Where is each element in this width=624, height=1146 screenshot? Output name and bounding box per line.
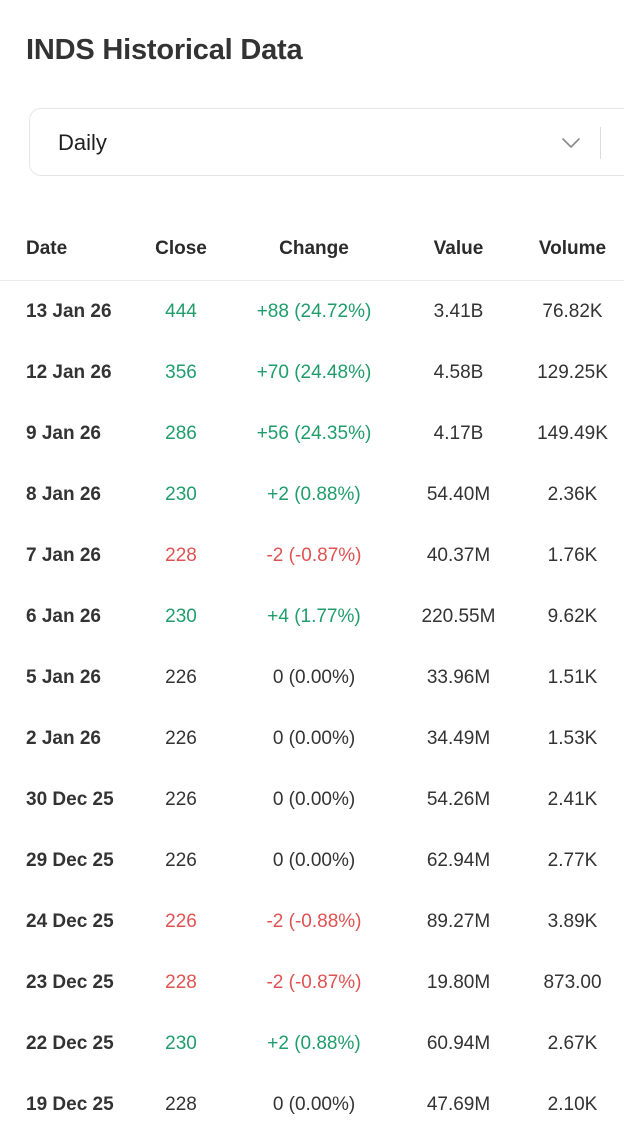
table-row: 2 Jan 26 226 0 (0.00%) 34.49M 1.53K <box>0 708 624 769</box>
cell-change: -2 (-0.87%) <box>266 971 362 993</box>
historical-data-table: Date Close Change Value Volume 13 Jan 26… <box>0 218 624 1135</box>
page-title: INDS Historical Data <box>26 34 303 66</box>
cell-close: 226 <box>165 666 197 688</box>
cell-date: 29 Dec 25 <box>26 849 114 871</box>
table-row: 29 Dec 25 226 0 (0.00%) 62.94M 2.77K <box>0 830 624 891</box>
cell-change: 0 (0.00%) <box>272 849 356 871</box>
chevron-down-icon[interactable] <box>560 132 582 154</box>
cell-value: 60.94M <box>426 1032 491 1054</box>
cell-volume: 149.49K <box>537 422 608 444</box>
cell-change: +88 (24.72%) <box>256 300 372 322</box>
header-date: Date <box>0 218 130 281</box>
cell-date: 8 Jan 26 <box>26 483 101 505</box>
cell-value: 62.94M <box>426 849 491 871</box>
header-volume: Volume <box>521 218 624 281</box>
cell-change: -2 (-0.88%) <box>266 910 362 932</box>
cell-change: +70 (24.48%) <box>256 361 372 383</box>
header-close: Close <box>130 218 232 281</box>
cell-value: 3.41B <box>433 300 484 322</box>
cell-volume: 2.36K <box>547 483 598 505</box>
cell-change: 0 (0.00%) <box>272 788 356 810</box>
cell-value: 4.17B <box>433 422 484 444</box>
cell-date: 30 Dec 25 <box>26 788 114 810</box>
cell-value: 33.96M <box>426 666 491 688</box>
cell-value: 54.40M <box>426 483 491 505</box>
table-row: 5 Jan 26 226 0 (0.00%) 33.96M 1.51K <box>0 647 624 708</box>
cell-value: 40.37M <box>426 544 491 566</box>
cell-value: 4.58B <box>433 361 484 383</box>
cell-date: 19 Dec 25 <box>26 1093 114 1115</box>
cell-close: 226 <box>165 788 197 810</box>
cell-volume: 2.41K <box>547 788 598 810</box>
cell-value: 34.49M <box>426 727 491 749</box>
cell-close: 226 <box>165 910 197 932</box>
table-row: 9 Jan 26 286 +56 (24.35%) 4.17B 149.49K <box>0 403 624 464</box>
cell-volume: 129.25K <box>537 361 608 383</box>
cell-value: 54.26M <box>426 788 491 810</box>
cell-change: +2 (0.88%) <box>267 483 361 505</box>
cell-volume: 1.53K <box>547 727 598 749</box>
cell-volume: 2.10K <box>547 1093 598 1115</box>
cell-close: 286 <box>165 422 197 444</box>
cell-close: 228 <box>165 971 197 993</box>
cell-change: 0 (0.00%) <box>272 727 356 749</box>
cell-close: 444 <box>165 300 197 322</box>
cell-date: 22 Dec 25 <box>26 1032 114 1054</box>
cell-volume: 1.76K <box>547 544 598 566</box>
cell-date: 23 Dec 25 <box>26 971 114 993</box>
cell-volume: 873.00 <box>543 971 602 993</box>
cell-value: 47.69M <box>426 1093 491 1115</box>
cell-close: 356 <box>165 361 197 383</box>
table-row: 8 Jan 26 230 +2 (0.88%) 54.40M 2.36K <box>0 464 624 525</box>
table-row: 24 Dec 25 226 -2 (-0.88%) 89.27M 3.89K <box>0 891 624 952</box>
cell-date: 24 Dec 25 <box>26 910 114 932</box>
table-row: 12 Jan 26 356 +70 (24.48%) 4.58B 129.25K <box>0 342 624 403</box>
cell-close: 230 <box>165 483 197 505</box>
cell-date: 5 Jan 26 <box>26 666 101 688</box>
cell-change: 0 (0.00%) <box>272 666 356 688</box>
cell-value: 19.80M <box>426 971 491 993</box>
cell-volume: 9.62K <box>547 605 598 627</box>
cell-date: 6 Jan 26 <box>26 605 101 627</box>
cell-date: 2 Jan 26 <box>26 727 101 749</box>
cell-change: +4 (1.77%) <box>267 605 361 627</box>
cell-date: 12 Jan 26 <box>26 361 112 383</box>
cell-change: -2 (-0.87%) <box>266 544 362 566</box>
header-change: Change <box>232 218 396 281</box>
table-row: 23 Dec 25 228 -2 (-0.87%) 19.80M 873.00 <box>0 952 624 1013</box>
cell-date: 7 Jan 26 <box>26 544 101 566</box>
table-row: 30 Dec 25 226 0 (0.00%) 54.26M 2.41K <box>0 769 624 830</box>
table-header-row: Date Close Change Value Volume <box>0 218 624 281</box>
cell-volume: 2.77K <box>547 849 598 871</box>
cell-date: 9 Jan 26 <box>26 422 101 444</box>
cell-close: 230 <box>165 1032 197 1054</box>
cell-close: 230 <box>165 605 197 627</box>
table-row: 13 Jan 26 444 +88 (24.72%) 3.41B 76.82K <box>0 281 624 343</box>
table-row: 6 Jan 26 230 +4 (1.77%) 220.55M 9.62K <box>0 586 624 647</box>
period-dropdown[interactable]: Daily <box>29 108 624 176</box>
table-row: 7 Jan 26 228 -2 (-0.87%) 40.37M 1.76K <box>0 525 624 586</box>
cell-change: 0 (0.00%) <box>272 1093 356 1115</box>
cell-date: 13 Jan 26 <box>26 300 112 322</box>
cell-close: 226 <box>165 727 197 749</box>
period-dropdown-value: Daily <box>58 130 107 155</box>
cell-value: 89.27M <box>426 910 491 932</box>
cell-close: 226 <box>165 849 197 871</box>
header-value: Value <box>396 218 521 281</box>
cell-volume: 1.51K <box>547 666 598 688</box>
dropdown-divider <box>600 127 601 159</box>
cell-volume: 2.67K <box>547 1032 598 1054</box>
cell-volume: 76.82K <box>542 300 603 322</box>
cell-volume: 3.89K <box>547 910 598 932</box>
cell-change: +2 (0.88%) <box>267 1032 361 1054</box>
cell-change: +56 (24.35%) <box>256 422 372 444</box>
cell-value: 220.55M <box>421 605 496 627</box>
table-row: 22 Dec 25 230 +2 (0.88%) 60.94M 2.67K <box>0 1013 624 1074</box>
cell-close: 228 <box>165 544 197 566</box>
cell-close: 228 <box>165 1093 197 1115</box>
table-row: 19 Dec 25 228 0 (0.00%) 47.69M 2.10K <box>0 1074 624 1135</box>
